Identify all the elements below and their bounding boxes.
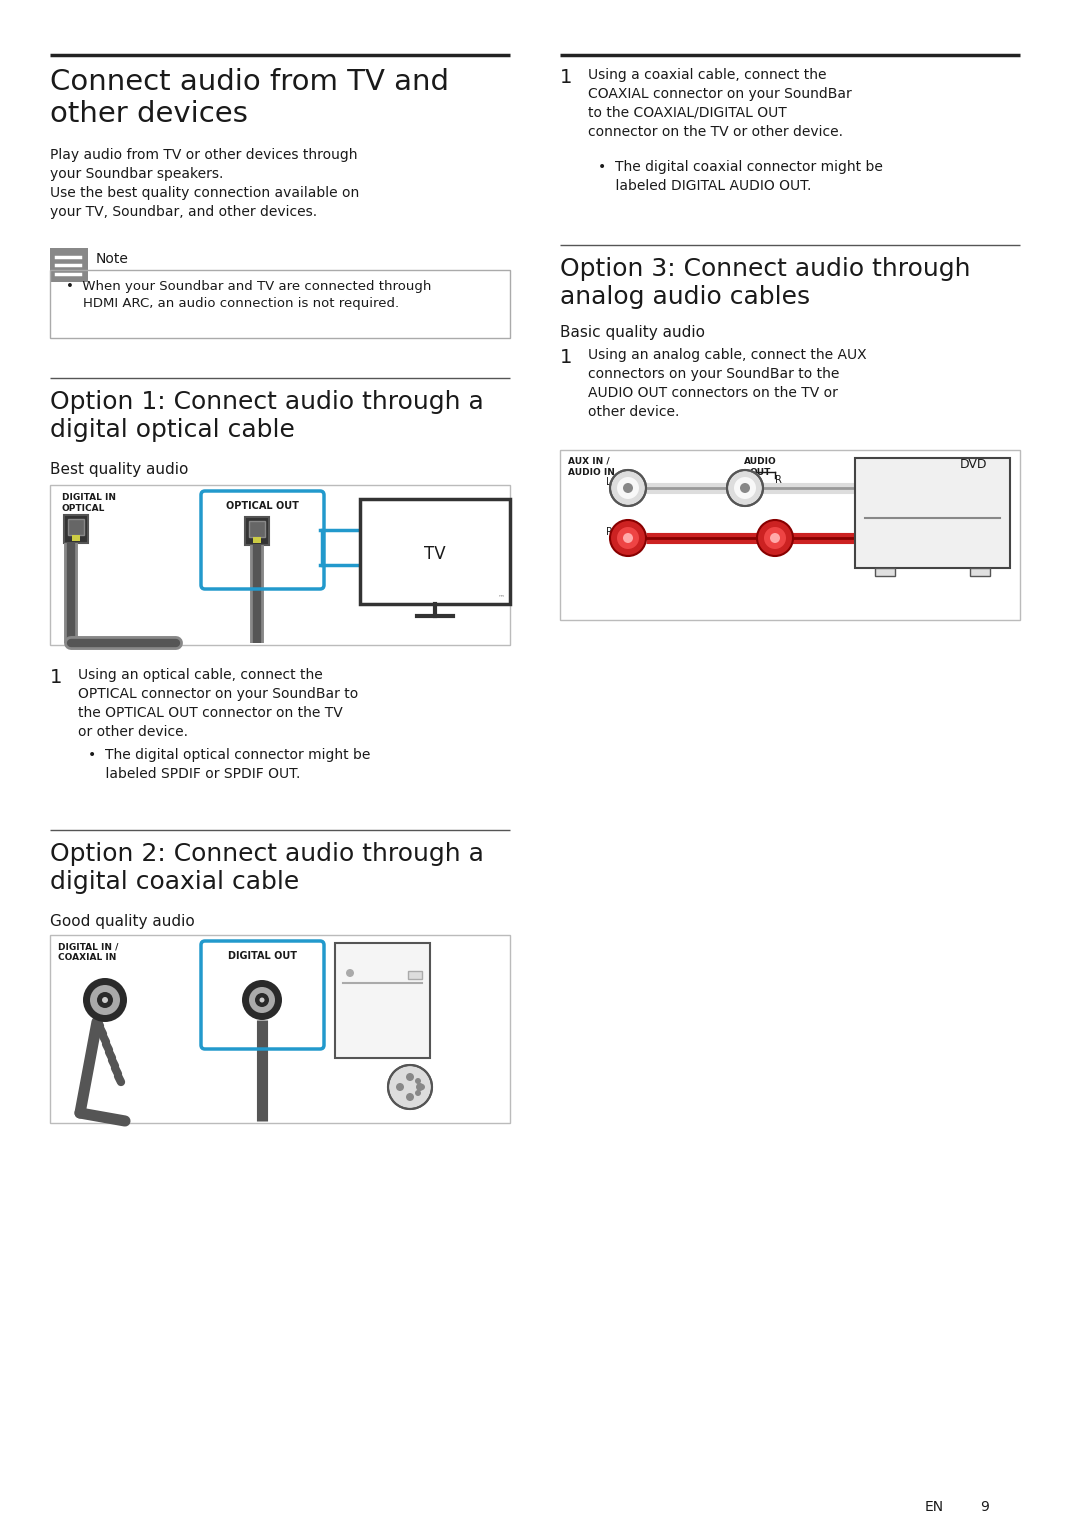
Circle shape <box>90 985 120 1015</box>
Text: L: L <box>606 476 611 487</box>
Bar <box>855 458 1010 568</box>
Circle shape <box>255 993 269 1006</box>
Circle shape <box>757 521 793 556</box>
Text: •  When your Soundbar and TV are connected through
    HDMI ARC, an audio connec: • When your Soundbar and TV are connecte… <box>66 279 431 310</box>
Bar <box>50 935 510 1122</box>
Text: Option 2: Connect audio through a
digital coaxial cable: Option 2: Connect audio through a digita… <box>50 841 484 893</box>
Text: AUX IN /
AUDIO IN: AUX IN / AUDIO IN <box>568 457 615 476</box>
Text: •  The digital coaxial connector might be
    labeled DIGITAL AUDIO OUT.: • The digital coaxial connector might be… <box>598 160 882 192</box>
Bar <box>561 450 1020 620</box>
Bar <box>249 521 265 538</box>
Text: Best quality audio: Best quality audio <box>50 463 188 476</box>
Circle shape <box>249 986 275 1012</box>
Circle shape <box>388 1064 432 1109</box>
Text: Using an optical cable, connect the
OPTICAL connector on your SoundBar to
the OP: Using an optical cable, connect the OPTI… <box>78 667 359 739</box>
Circle shape <box>419 1084 426 1090</box>
Bar <box>970 568 990 576</box>
Text: R: R <box>606 527 612 538</box>
Text: AUDIO
OUT: AUDIO OUT <box>744 457 777 476</box>
Circle shape <box>259 997 265 1003</box>
Bar <box>875 568 895 576</box>
Text: Using an analog cable, connect the AUX
connectors on your SoundBar to the
AUDIO : Using an analog cable, connect the AUX c… <box>588 348 866 418</box>
Text: DIGITAL OUT: DIGITAL OUT <box>228 951 297 960</box>
Circle shape <box>617 476 639 499</box>
Bar <box>72 534 80 541</box>
Text: Good quality audio: Good quality audio <box>50 915 194 928</box>
Bar <box>68 519 84 534</box>
Circle shape <box>242 980 282 1020</box>
Text: 1: 1 <box>50 667 63 687</box>
Text: Note: Note <box>96 252 129 266</box>
Bar <box>253 538 261 544</box>
Circle shape <box>734 476 756 499</box>
Circle shape <box>764 527 786 550</box>
Circle shape <box>610 521 646 556</box>
Text: R: R <box>775 475 782 486</box>
Circle shape <box>415 1078 421 1084</box>
Text: TV: TV <box>424 545 446 563</box>
Text: 9: 9 <box>980 1500 989 1513</box>
Bar <box>335 944 430 1058</box>
Circle shape <box>406 1073 414 1081</box>
Circle shape <box>610 470 646 505</box>
Circle shape <box>416 1083 424 1090</box>
Text: 1: 1 <box>561 69 572 87</box>
Text: Play audio from TV or other devices through
your Soundbar speakers.
Use the best: Play audio from TV or other devices thro… <box>50 148 360 218</box>
Text: •  The digital optical connector might be
    labeled SPDIF or SPDIF OUT.: • The digital optical connector might be… <box>87 748 370 780</box>
Circle shape <box>97 993 113 1008</box>
Text: ™: ™ <box>498 594 505 600</box>
Circle shape <box>415 1090 421 1096</box>
Bar <box>64 515 87 544</box>
Circle shape <box>623 533 633 544</box>
Circle shape <box>396 1083 404 1090</box>
Text: Connect audio from TV and
other devices: Connect audio from TV and other devices <box>50 69 449 128</box>
Text: 1: 1 <box>561 348 572 366</box>
Circle shape <box>623 483 633 493</box>
Circle shape <box>727 470 762 505</box>
Circle shape <box>346 970 354 977</box>
Bar <box>50 486 510 644</box>
Circle shape <box>770 533 780 544</box>
Bar <box>245 518 269 545</box>
Circle shape <box>102 997 108 1003</box>
Circle shape <box>740 483 750 493</box>
Text: OPTICAL OUT: OPTICAL OUT <box>226 501 298 512</box>
Bar <box>50 247 87 282</box>
Text: Option 3: Connect audio through
analog audio cables: Option 3: Connect audio through analog a… <box>561 257 971 308</box>
Text: DIGITAL IN /
COAXIAL IN: DIGITAL IN / COAXIAL IN <box>58 942 119 962</box>
Bar <box>360 499 510 605</box>
Bar <box>408 971 422 979</box>
Bar <box>50 270 510 337</box>
Circle shape <box>406 1093 414 1101</box>
Text: L: L <box>744 475 750 486</box>
Circle shape <box>83 977 127 1022</box>
Text: Basic quality audio: Basic quality audio <box>561 325 705 341</box>
Text: DIGITAL IN
OPTICAL: DIGITAL IN OPTICAL <box>62 493 116 513</box>
Text: EN: EN <box>924 1500 944 1513</box>
Circle shape <box>617 527 639 550</box>
Text: Option 1: Connect audio through a
digital optical cable: Option 1: Connect audio through a digita… <box>50 389 484 441</box>
Text: Using a coaxial cable, connect the
COAXIAL connector on your SoundBar
to the COA: Using a coaxial cable, connect the COAXI… <box>588 69 852 139</box>
Text: DVD: DVD <box>960 458 987 470</box>
